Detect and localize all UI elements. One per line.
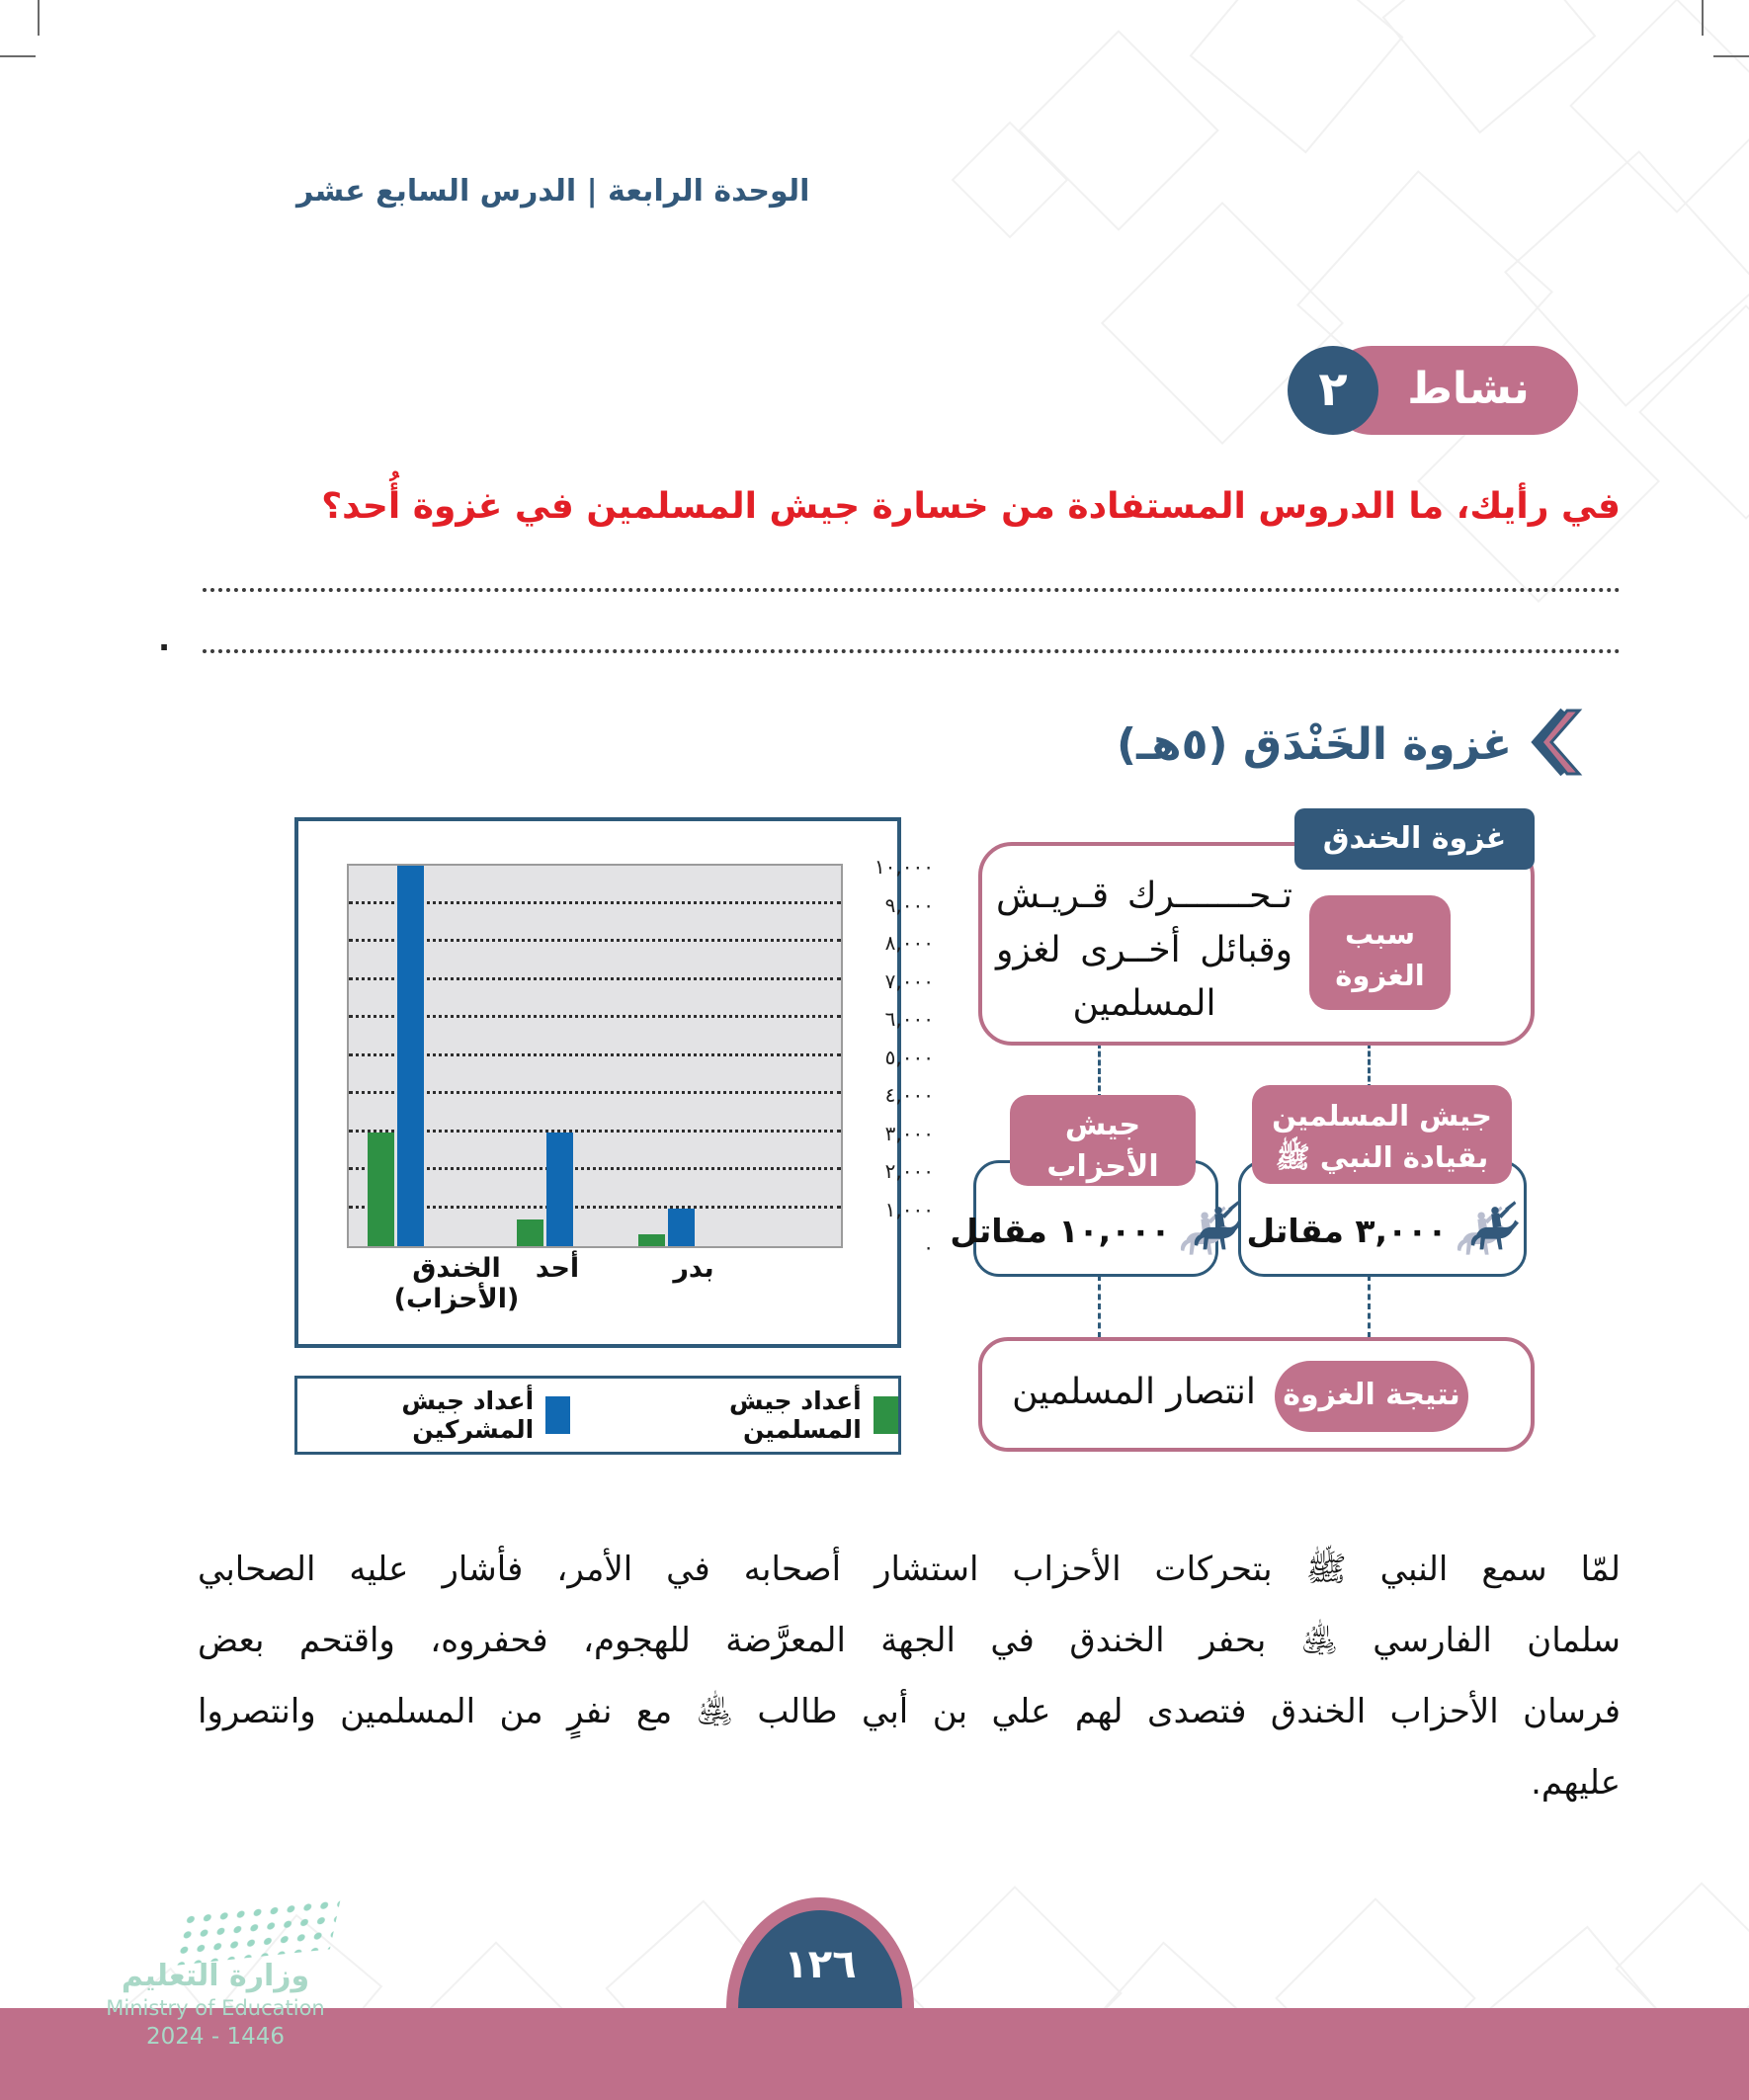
reason-text-line: وقبائل أخــرى لغزو — [996, 929, 1292, 970]
bar — [397, 866, 424, 1246]
ahzab-count: ١٠,٠٠٠ مقاتل — [950, 1211, 1171, 1250]
ahzab-label: جيش الأحزاب — [1010, 1095, 1196, 1186]
footer-band — [0, 2008, 1749, 2100]
muslims-count: ٣,٠٠٠ مقاتل — [1246, 1211, 1448, 1250]
category-label: بدر — [673, 1253, 714, 1284]
reason-label: سبب الغزوة — [1309, 895, 1451, 1010]
armies-bar-chart: ٠ ١,٠٠٠ ٢,٠٠٠ ٣,٠٠٠ ٤,٠٠٠ ٥,٠٠٠ ٦,٠٠٠ ٧,٠٠٠ ٨,٠٠… — [294, 817, 934, 1348]
gridline — [349, 976, 841, 980]
muslims-label: جيش المسلمين بقيادة النبي ﷺ — [1252, 1085, 1512, 1184]
page-number: ١٢٦ — [738, 1910, 902, 2008]
ministry-logo-dots — [172, 1895, 342, 1967]
reason-text-line: تـحـــــــرك قـريـش — [996, 876, 1292, 916]
crop-mark — [0, 55, 36, 57]
answer-line — [203, 649, 1621, 653]
legend-swatch — [545, 1396, 571, 1434]
horseman-icon — [1179, 1200, 1242, 1261]
gridline — [349, 1015, 841, 1018]
section-heading: غزوة الخَنْدَق (٥هـ) — [1117, 708, 1583, 781]
y-tick-label: ٦,٠٠٠ — [884, 1007, 934, 1031]
legend-label: أعداد جيش المسلمين — [729, 1386, 862, 1444]
y-tick-label: ٢,٠٠٠ — [884, 1159, 934, 1183]
paragraph-line: لمّا سمع النبي ﷺ بتحركات الأحزاب استشار … — [198, 1550, 1621, 1589]
gridline — [349, 900, 841, 904]
connector-dashed-line — [1368, 1043, 1371, 1090]
paragraph-line: سلمان الفارسي ﵁ بحفر الخندق في الجهة الم… — [198, 1621, 1621, 1660]
answer-line — [203, 588, 1621, 592]
bar — [517, 1219, 543, 1246]
category-label: أحد — [535, 1253, 580, 1284]
y-tick-label: ٧,٠٠٠ — [884, 968, 934, 993]
crop-mark — [38, 0, 40, 36]
gridline — [349, 939, 841, 942]
gridline — [349, 1091, 841, 1094]
bar-group — [638, 1208, 695, 1246]
diagram-title: غزوة الخندق — [1294, 808, 1535, 870]
ministry-logo: وزارة التعليم Ministry of Education 2024… — [94, 1895, 410, 2095]
bar — [638, 1234, 665, 1246]
legend-item: أعداد جيش المشركين — [297, 1386, 571, 1444]
y-tick-label: ٠ — [923, 1235, 934, 1259]
y-tick-label: ١,٠٠٠ — [884, 1197, 934, 1221]
y-tick-label: ٨,٠٠٠ — [884, 931, 934, 955]
gridline — [349, 1167, 841, 1170]
answer-period: . — [158, 621, 171, 658]
activity-number: ٢ — [1288, 346, 1378, 435]
section-title: غزوة الخَنْدَق (٥هـ) — [1116, 718, 1512, 770]
double-chevron-icon — [1530, 708, 1583, 781]
activity-label: نشاط — [1407, 364, 1530, 414]
y-tick-label: ١٠,٠٠٠ — [874, 855, 934, 879]
ministry-name-english: Ministry of Education — [106, 1996, 325, 2020]
gridline — [349, 1205, 841, 1209]
gridline — [349, 1052, 841, 1056]
bar — [668, 1208, 695, 1246]
connector-dashed-line — [1098, 1043, 1101, 1100]
y-tick-label: ٤,٠٠٠ — [884, 1083, 934, 1107]
activity-question: في رأيك، ما الدروس المستفادة من خسارة جي… — [321, 486, 1621, 527]
y-tick-label: ٩,٠٠٠ — [884, 892, 934, 917]
reason-text: تـحـــــــرك قـريـش وقبائل أخــرى لغزو ا… — [996, 870, 1292, 1032]
result-label: نتيجة الغزوة — [1275, 1361, 1468, 1432]
activity-badge: نشاط ٢ — [1288, 346, 1578, 435]
ministry-year: 2024 - 1446 — [146, 2024, 285, 2050]
horseman-icon — [1456, 1200, 1519, 1261]
chart-plot: ٠ ١,٠٠٠ ٢,٠٠٠ ٣,٠٠٠ ٤,٠٠٠ ٥,٠٠٠ ٦,٠٠٠ ٧,٠٠٠ ٨,٠٠… — [347, 855, 934, 1259]
bar-group — [517, 1132, 573, 1246]
legend-swatch — [873, 1396, 898, 1434]
reason-text-line: المسلمين — [1072, 983, 1216, 1025]
connector-dashed-line — [1368, 1275, 1371, 1338]
bar — [368, 1132, 394, 1246]
legend-label: أعداد جيش المشركين — [401, 1386, 535, 1444]
paragraph-line: عليهم. — [1531, 1763, 1621, 1803]
crop-mark — [1702, 0, 1704, 36]
chart-legend: أعداد جيش المسلمين أعداد جيش المشركين — [294, 1376, 901, 1455]
y-tick-label: ٣,٠٠٠ — [884, 1121, 934, 1145]
ministry-name-arabic: وزارة التعليم — [121, 1959, 310, 1993]
legend-item: أعداد جيش المسلمين — [627, 1386, 898, 1444]
y-tick-label: ٥,٠٠٠ — [884, 1045, 934, 1069]
lesson-paragraph: لمّا سمع النبي ﷺ بتحركات الأحزاب استشار … — [198, 1534, 1621, 1818]
bar — [546, 1132, 573, 1246]
gridline — [349, 1129, 841, 1133]
bar-group — [368, 866, 424, 1246]
paragraph-line: فرسان الأحزاب الخندق فتصدى لهم علي بن أب… — [198, 1692, 1621, 1731]
result-text: انتصار المسلمين — [1012, 1372, 1256, 1412]
connector-dashed-line — [1098, 1275, 1101, 1338]
crop-mark — [1713, 55, 1749, 57]
unit-lesson-header: الوحدة الرابعة | الدرس السابع عشر — [296, 174, 810, 209]
category-label: الخندق (الأحزاب) — [393, 1253, 520, 1314]
